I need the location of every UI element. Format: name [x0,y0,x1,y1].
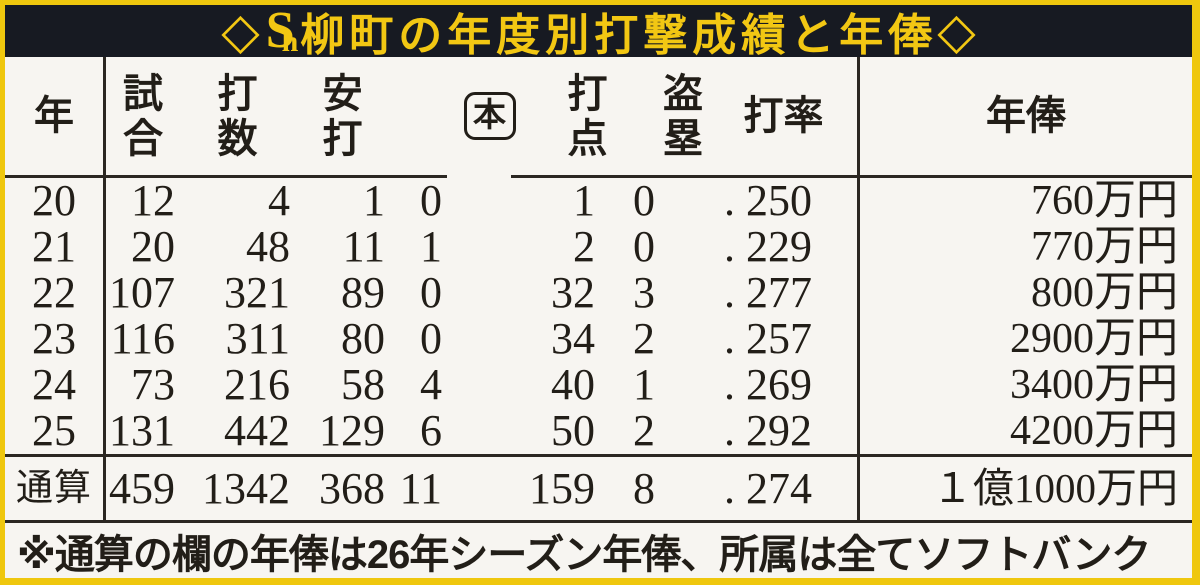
at-bats-cell: 442 [224,406,290,455]
average-cell: . 229 [660,224,860,270]
hits-cell: 89 [341,268,385,317]
rbi-cell: 40 [551,360,595,409]
col-header-average: 打率 [660,57,860,178]
year-cell: 20 [5,178,106,224]
hits-cell: 58 [341,360,385,409]
average-cell: . 250 [660,178,860,224]
home-runs-total-cell: 11 [390,454,447,520]
salary-cell: 800万円 [1030,270,1178,316]
games-cell: 20 [131,222,175,271]
rbi-total-cell: 159 [447,454,600,520]
year-cell: 23 [5,316,106,362]
hits-cell: 80 [341,314,385,363]
col-header-rbi: 打 点 [511,57,664,178]
at-bats-cell: 311 [225,314,290,363]
games-cell: 107 [109,268,175,317]
home-runs-cell: 6 [420,406,442,455]
steals-cell: 0 [633,222,655,271]
logo-letter-h: h [281,25,299,58]
rbi-cell: 1 [573,176,595,225]
col-header-games: 試 合 [106,57,180,178]
footnote: ※通算の欄の年俸は26年シーズン年俸、所属は全てソフトバンク [5,520,1192,578]
average-cell: . 292 [660,408,860,454]
at-bats-cell: 48 [246,222,290,271]
title-diamond-left: ◇ [221,3,260,59]
games-cell: 12 [131,176,175,225]
steals-total-cell: 8 [600,454,660,520]
games-total-cell: 459 [106,454,180,520]
page-title: 柳町の年度別打撃成績と年俸 [300,11,938,60]
rbi-cell: 34 [551,314,595,363]
stats-table: 年 試 合 打 数 安 打 本 打 点 盗 塁 打率 年俸 20 12 4 1 … [5,57,1192,520]
home-runs-cell: 4 [420,360,442,409]
salary-total-cell: １億1000万円 [860,454,1192,520]
year-cell: 25 [5,408,106,454]
hits-cell: 1 [363,176,385,225]
average-cell: . 277 [660,270,860,316]
at-bats-cell: 216 [224,360,290,409]
average-cell: . 257 [660,316,860,362]
totals-label-cell: 通算 [5,454,106,520]
steals-cell: 3 [633,268,655,317]
games-cell: 73 [131,360,175,409]
logo-letter-s: S [265,2,295,59]
steals-cell: 1 [633,360,655,409]
salary-cell: 3400万円 [1009,362,1178,408]
col-header-home-runs: 本 [390,57,516,178]
year-cell: 21 [5,224,106,270]
salary-cell: 760万円 [1030,178,1178,224]
games-cell: 116 [110,314,175,363]
steals-cell: 2 [633,406,655,455]
hits-total-cell: 368 [295,454,390,520]
home-runs-cell: 1 [420,222,442,271]
games-cell: 131 [109,406,175,455]
at-bats-cell: 321 [224,268,290,317]
salary-cell: 2900万円 [1009,316,1178,362]
year-cell: 22 [5,270,106,316]
salary-cell: 4200万円 [1009,408,1178,454]
hits-cell: 11 [342,222,385,271]
year-cell: 24 [5,362,106,408]
rbi-cell: 50 [551,406,595,455]
col-header-at-bats: 打 数 [180,57,295,178]
average-cell: . 269 [660,362,860,408]
col-header-year: 年 [5,57,106,178]
rbi-cell: 32 [551,268,595,317]
at-bats-cell: 4 [268,176,290,225]
at-bats-total-cell: 1342 [180,454,295,520]
home-runs-cell: 0 [420,176,442,225]
col-header-salary: 年俸 [860,57,1192,178]
col-header-steals: 盗 塁 [653,57,713,178]
salary-cell: 770万円 [1030,224,1178,270]
home-runs-cell: 0 [420,268,442,317]
home-runs-cell: 0 [420,314,442,363]
steals-cell: 2 [633,314,655,363]
home-run-boxed-label: 本 [463,92,516,140]
title-diamond-right: ◇ [937,3,976,59]
col-header-hits: 安 打 [295,57,390,178]
hits-cell: 129 [319,406,385,455]
steals-cell: 0 [633,176,655,225]
rbi-cell: 2 [573,222,595,271]
average-total-cell: . 274 [660,454,860,520]
average-header-label: 打率 [743,93,824,138]
